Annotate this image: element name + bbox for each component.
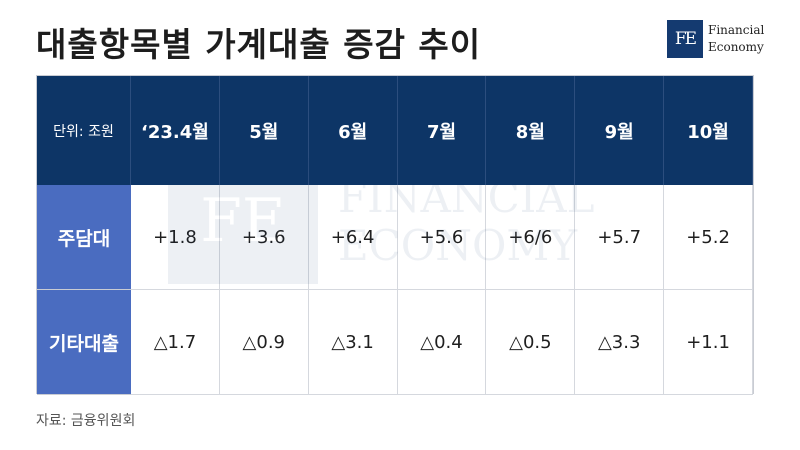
column-header: 5월: [219, 76, 309, 185]
column-header: 8월: [486, 76, 576, 185]
table-cell: △0.4: [397, 290, 487, 395]
logo-line-1: Financial: [708, 23, 765, 37]
row-label-other-loans: 기타대출: [37, 290, 131, 395]
table-cell: △3.1: [308, 290, 398, 395]
page-title: 대출항목별 가계대출 증감 추이: [36, 25, 482, 64]
column-header: 9월: [575, 76, 665, 185]
column-header: 10월: [664, 76, 753, 185]
loan-change-table: 단위: 조원 ‘23.4월 5월 6월 7월 8월 9월 10월 주담대 +1.…: [36, 75, 754, 395]
source-note: 자료: 금융위원회: [36, 413, 136, 429]
logo-wordmark: Financial Economy: [708, 22, 764, 56]
logo-mark: FE: [667, 20, 703, 58]
row-label-mortgage: 주담대: [37, 185, 131, 290]
unit-header: 단위: 조원: [37, 76, 131, 185]
table-cell: +5.7: [575, 185, 665, 290]
column-header: ‘23.4월: [131, 76, 220, 185]
table-cell: △1.7: [131, 290, 220, 395]
table-cell: +1.8: [131, 185, 220, 290]
column-header: 7월: [397, 76, 487, 185]
table-cell: +5.2: [664, 185, 753, 290]
table-cell: +6/6: [486, 185, 576, 290]
table-cell: +5.6: [397, 185, 487, 290]
table-cell: △3.3: [575, 290, 665, 395]
logo-line-2: Economy: [708, 40, 764, 54]
table-cell: +1.1: [664, 290, 753, 395]
table-cell: △0.9: [219, 290, 309, 395]
financial-economy-logo: FE Financial Economy: [667, 20, 777, 60]
table-cell: △0.5: [486, 290, 576, 395]
table-cell: +6.4: [308, 185, 398, 290]
table-cell: +3.6: [219, 185, 309, 290]
column-header: 6월: [308, 76, 398, 185]
